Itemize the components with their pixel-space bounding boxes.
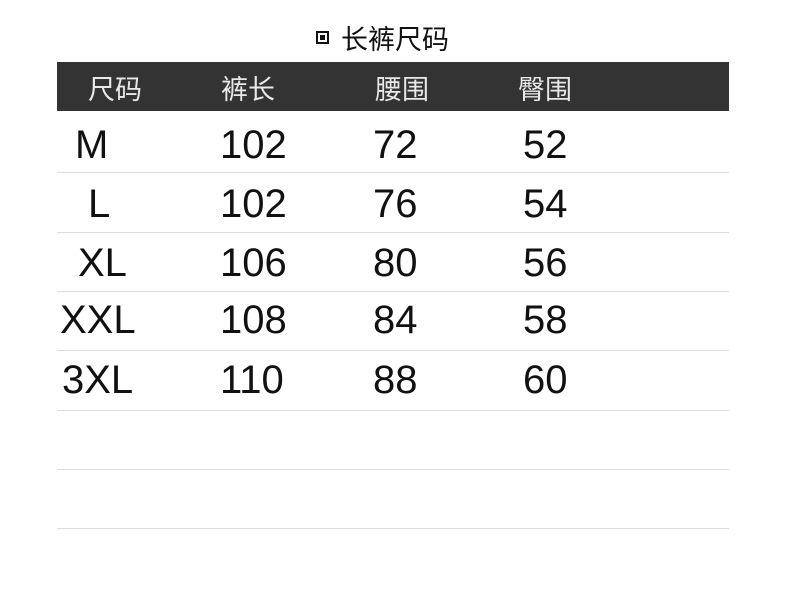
cell-size: XL xyxy=(78,241,127,285)
cell-waist: 72 xyxy=(373,123,418,167)
cell-waist: 80 xyxy=(373,241,418,285)
cell-size: XXL xyxy=(60,298,136,342)
chart-title: 长裤尺码 xyxy=(316,18,449,57)
row-divider xyxy=(57,410,729,411)
cell-length: 110 xyxy=(220,358,284,402)
row-divider xyxy=(57,291,729,292)
cell-waist: 88 xyxy=(373,358,418,402)
cell-length: 102 xyxy=(220,123,287,167)
title-text: 长裤尺码 xyxy=(341,25,449,56)
cell-length: 102 xyxy=(220,182,287,226)
cell-length: 108 xyxy=(220,298,287,342)
cell-hip: 58 xyxy=(523,298,568,342)
cell-waist: 76 xyxy=(373,182,418,226)
header-size: 尺码 xyxy=(88,75,142,106)
table-row: M 102 72 52 xyxy=(57,117,729,176)
cell-hip: 54 xyxy=(523,182,568,226)
header-hip: 臀围 xyxy=(518,75,572,106)
cell-hip: 60 xyxy=(523,358,568,402)
row-divider xyxy=(57,172,729,173)
table-row: XL 106 80 56 xyxy=(57,235,729,294)
table-row: XXL 108 84 58 xyxy=(57,292,729,351)
cell-length: 106 xyxy=(220,241,287,285)
row-divider xyxy=(57,469,729,470)
cell-size: M xyxy=(75,123,109,167)
row-divider xyxy=(57,528,729,529)
cell-waist: 84 xyxy=(373,298,418,342)
cell-size: 3XL xyxy=(62,358,134,402)
square-bullet-icon xyxy=(316,31,329,44)
row-divider xyxy=(57,350,729,351)
table-header: 尺码 裤长 腰围 臀围 xyxy=(57,62,729,111)
table-row: L 102 76 54 xyxy=(57,176,729,235)
table-row: 3XL 110 88 60 xyxy=(57,352,729,411)
header-length: 裤长 xyxy=(221,75,275,106)
header-waist: 腰围 xyxy=(375,75,429,106)
cell-size: L xyxy=(88,182,111,226)
cell-hip: 52 xyxy=(523,123,568,167)
row-divider xyxy=(57,232,729,233)
cell-hip: 56 xyxy=(523,241,568,285)
